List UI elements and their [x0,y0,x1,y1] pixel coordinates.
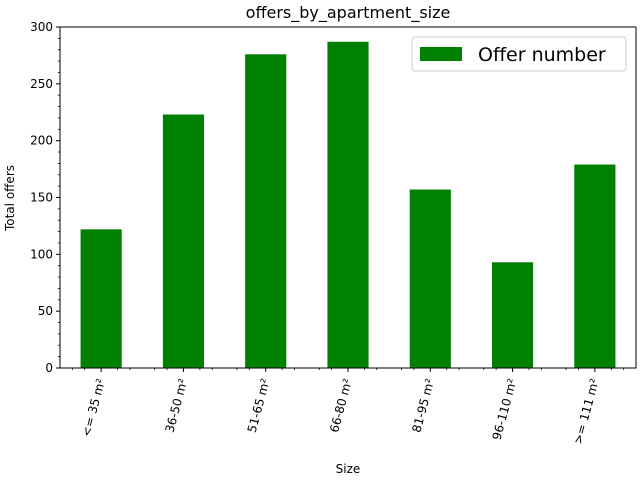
x-tick-label: 81-95 m² [409,377,437,434]
y-tick-label: 250 [30,77,53,91]
y-tick-label: 0 [45,361,53,375]
legend-box [411,36,627,72]
y-axis-label: Total offers [3,165,17,232]
y-tick-label: 50 [38,304,53,318]
x-tick-label: 51-65 m² [245,377,273,434]
legend-swatch [420,47,462,61]
plot-area: 0 50 100 150 200 250 300 <= 35 m² 36-50 m² 51-65 … [30,20,637,446]
y-tick-label: 100 [30,247,53,261]
y-tick-label: 150 [30,191,53,205]
bar [80,229,122,368]
bar [492,262,534,368]
x-axis-label: Size [336,462,361,476]
bar [162,114,204,368]
bar [574,164,616,368]
x-tick-label: 96-110 m² [490,377,520,441]
chart-title: offers_by_apartment_size [246,3,451,23]
x-tick-label: 36-50 m² [163,377,191,434]
bar [245,54,287,368]
legend-label: Offer number [478,44,606,66]
x-tick-label: 66-80 m² [327,377,355,434]
y-tick-label: 300 [30,20,53,34]
y-tick-label: 200 [30,134,53,148]
x-tick-label: >= 111 m² [571,377,602,446]
bar [409,189,451,368]
bar [327,41,369,368]
x-tick-label: <= 35 m² [79,377,108,438]
